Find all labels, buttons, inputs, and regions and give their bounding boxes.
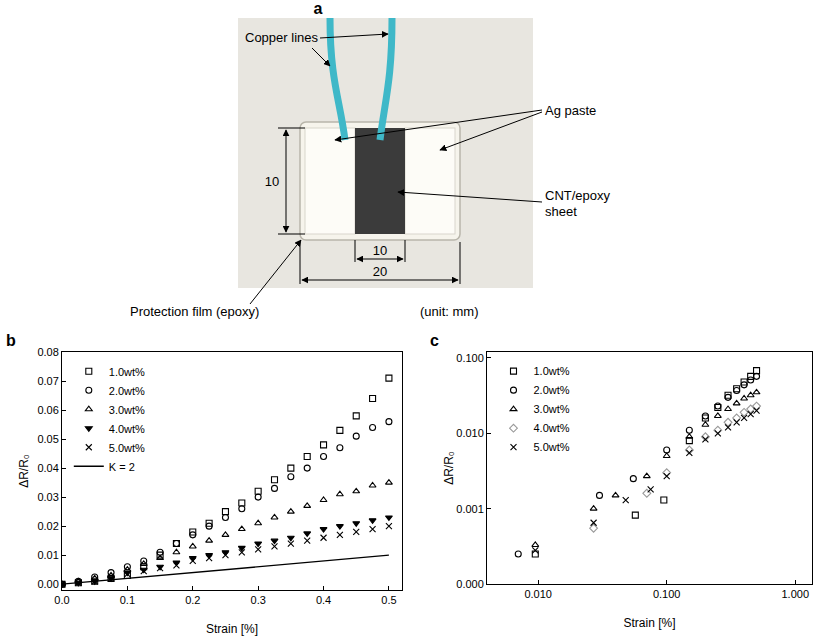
svg-text:0.0: 0.0 <box>54 594 69 606</box>
svg-text:2.0wt%: 2.0wt% <box>109 385 145 397</box>
svg-text:0.07: 0.07 <box>37 375 58 387</box>
svg-text:0.100: 0.100 <box>653 588 681 600</box>
svg-text:0.1: 0.1 <box>120 594 135 606</box>
svg-text:Copper lines: Copper lines <box>245 30 318 45</box>
svg-text:(unit: mm): (unit: mm) <box>420 304 479 319</box>
html-text:c: c <box>430 332 439 349</box>
svg-text:Protection film (epoxy): Protection film (epoxy) <box>130 304 259 319</box>
svg-text:Strain [%]: Strain [%] <box>623 616 675 630</box>
svg-text:0.5: 0.5 <box>381 594 396 606</box>
svg-text:0.02: 0.02 <box>37 520 58 532</box>
svg-text:K = 2: K = 2 <box>109 461 135 473</box>
svg-text:0.08: 0.08 <box>37 346 58 358</box>
svg-text:0.03: 0.03 <box>37 491 58 503</box>
svg-text:3.0wt%: 3.0wt% <box>534 403 570 415</box>
svg-text:Strain [%]: Strain [%] <box>206 622 258 636</box>
svg-text:0.04: 0.04 <box>37 462 58 474</box>
svg-text:0.05: 0.05 <box>37 433 58 445</box>
svg-text:0.000: 0.000 <box>456 578 484 590</box>
html-text:b: b <box>6 332 16 349</box>
svg-text:ΔR/R₀: ΔR/R₀ <box>442 451 456 485</box>
svg-text:0.010: 0.010 <box>456 427 484 439</box>
svg-text:0.00: 0.00 <box>37 578 58 590</box>
svg-text:3.0wt%: 3.0wt% <box>109 404 145 416</box>
svg-text:0.4: 0.4 <box>316 594 331 606</box>
svg-text:4.0wt%: 4.0wt% <box>534 422 570 434</box>
svg-text:0.100: 0.100 <box>456 352 484 364</box>
svg-text:0.001: 0.001 <box>456 503 484 515</box>
svg-text:0.06: 0.06 <box>37 404 58 416</box>
svg-text:Ag paste: Ag paste <box>545 103 596 118</box>
svg-text:0.010: 0.010 <box>524 588 552 600</box>
svg-text:10: 10 <box>265 174 279 189</box>
svg-text:1.000: 1.000 <box>781 588 809 600</box>
svg-text:a: a <box>314 0 323 17</box>
svg-text:0.3: 0.3 <box>251 594 266 606</box>
svg-text:5.0wt%: 5.0wt% <box>109 442 145 454</box>
svg-text:1.0wt%: 1.0wt% <box>109 366 145 378</box>
svg-text:0.2: 0.2 <box>185 594 200 606</box>
svg-text:1.0wt%: 1.0wt% <box>534 365 570 377</box>
svg-text:10: 10 <box>373 243 387 258</box>
svg-text:4.0wt%: 4.0wt% <box>109 423 145 435</box>
svg-text:5.0wt%: 5.0wt% <box>534 441 570 453</box>
svg-text:20: 20 <box>373 264 387 279</box>
svg-text:ΔR/R₀: ΔR/R₀ <box>17 454 31 488</box>
svg-text:0.01: 0.01 <box>37 549 58 561</box>
svg-text:2.0wt%: 2.0wt% <box>534 384 570 396</box>
svg-text:CNT/epoxysheet: CNT/epoxysheet <box>545 188 611 219</box>
